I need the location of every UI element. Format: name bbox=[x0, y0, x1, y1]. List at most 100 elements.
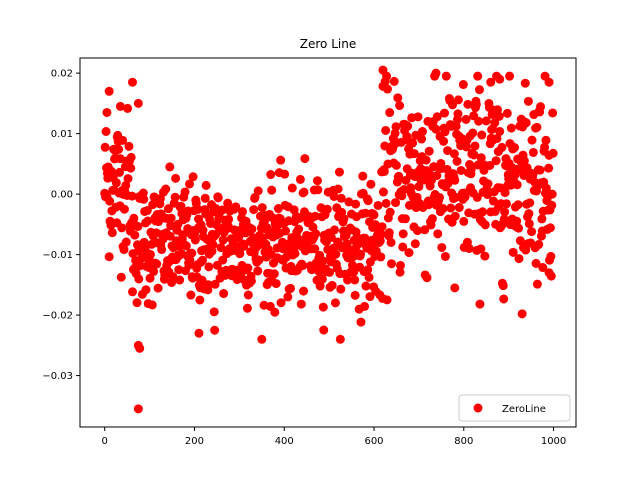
data-point bbox=[473, 71, 483, 81]
data-point bbox=[458, 80, 468, 90]
data-point bbox=[325, 267, 335, 277]
data-point bbox=[237, 207, 247, 217]
data-point bbox=[514, 254, 524, 264]
data-point bbox=[246, 276, 256, 286]
data-point bbox=[133, 98, 143, 108]
y-tick-label: −0.02 bbox=[42, 311, 73, 322]
data-point bbox=[336, 284, 346, 294]
data-points bbox=[100, 65, 558, 414]
data-point bbox=[161, 184, 171, 194]
data-point bbox=[315, 281, 325, 291]
data-point bbox=[148, 200, 158, 210]
data-point bbox=[356, 249, 366, 259]
data-point bbox=[310, 211, 320, 221]
data-point bbox=[461, 142, 471, 152]
data-point bbox=[361, 281, 371, 291]
data-point bbox=[395, 101, 405, 111]
data-point bbox=[396, 137, 406, 147]
data-point bbox=[427, 214, 437, 224]
data-point bbox=[441, 71, 451, 81]
legend-marker bbox=[473, 403, 483, 413]
data-point bbox=[343, 275, 353, 285]
chart-title: Zero Line bbox=[300, 37, 356, 51]
data-point bbox=[356, 317, 366, 327]
data-point bbox=[180, 187, 190, 197]
data-point bbox=[178, 230, 188, 240]
data-point bbox=[317, 274, 327, 284]
data-point bbox=[186, 290, 196, 300]
data-point bbox=[449, 149, 459, 159]
y-tick-label: 0.01 bbox=[51, 129, 73, 140]
x-tick-label: 800 bbox=[454, 436, 473, 447]
data-point bbox=[545, 223, 555, 233]
data-point bbox=[532, 279, 542, 289]
data-point bbox=[410, 239, 420, 249]
data-point bbox=[382, 84, 392, 94]
data-point bbox=[525, 198, 535, 208]
data-point bbox=[432, 112, 442, 122]
data-point bbox=[334, 167, 344, 177]
data-point bbox=[385, 207, 395, 217]
data-point bbox=[385, 108, 395, 118]
data-point bbox=[365, 292, 375, 302]
data-point bbox=[453, 95, 463, 105]
data-point bbox=[102, 107, 112, 117]
data-point bbox=[420, 225, 430, 235]
data-point bbox=[381, 198, 391, 208]
data-point bbox=[118, 135, 128, 145]
data-point bbox=[483, 179, 493, 189]
data-point bbox=[379, 166, 389, 176]
data-point bbox=[486, 77, 496, 87]
data-point bbox=[311, 229, 321, 239]
data-point bbox=[521, 118, 531, 128]
data-point bbox=[123, 103, 133, 113]
data-point bbox=[378, 65, 388, 75]
data-point bbox=[171, 173, 181, 183]
data-point bbox=[534, 240, 544, 250]
data-point bbox=[500, 188, 510, 198]
data-point bbox=[295, 174, 305, 184]
data-point bbox=[431, 68, 441, 78]
data-point bbox=[195, 295, 205, 305]
x-tick-label: 600 bbox=[364, 436, 383, 447]
data-point bbox=[464, 243, 474, 253]
data-point bbox=[253, 186, 263, 196]
data-point bbox=[145, 249, 155, 259]
data-point bbox=[188, 172, 198, 182]
data-point bbox=[417, 134, 427, 144]
data-point bbox=[510, 143, 519, 153]
data-point bbox=[335, 334, 345, 344]
data-point bbox=[331, 249, 341, 259]
data-point bbox=[523, 96, 533, 106]
data-point bbox=[358, 171, 368, 181]
y-axis: −0.03 −0.02 −0.01 0.00 0.01 0.02 bbox=[42, 69, 80, 382]
plot-frame bbox=[79, 57, 577, 428]
data-point bbox=[326, 232, 336, 242]
data-point bbox=[544, 163, 554, 173]
data-point bbox=[360, 301, 370, 311]
data-point bbox=[541, 183, 551, 193]
data-point bbox=[531, 258, 541, 268]
data-point bbox=[381, 125, 391, 135]
data-point bbox=[190, 235, 200, 245]
data-point bbox=[341, 230, 351, 240]
data-point bbox=[269, 269, 279, 279]
data-point bbox=[104, 86, 114, 96]
data-point bbox=[373, 200, 383, 210]
data-point bbox=[133, 222, 143, 232]
data-point bbox=[298, 261, 308, 271]
data-point bbox=[456, 165, 466, 175]
data-point bbox=[500, 207, 510, 217]
x-tick-label: 200 bbox=[185, 436, 204, 447]
data-point bbox=[201, 180, 211, 190]
data-point bbox=[216, 243, 226, 253]
data-point bbox=[450, 211, 460, 221]
data-point bbox=[239, 241, 249, 251]
data-point bbox=[142, 206, 152, 216]
data-point bbox=[247, 224, 257, 234]
data-point bbox=[185, 179, 195, 189]
data-point bbox=[294, 224, 304, 234]
data-point bbox=[451, 192, 461, 202]
data-point bbox=[497, 142, 507, 152]
